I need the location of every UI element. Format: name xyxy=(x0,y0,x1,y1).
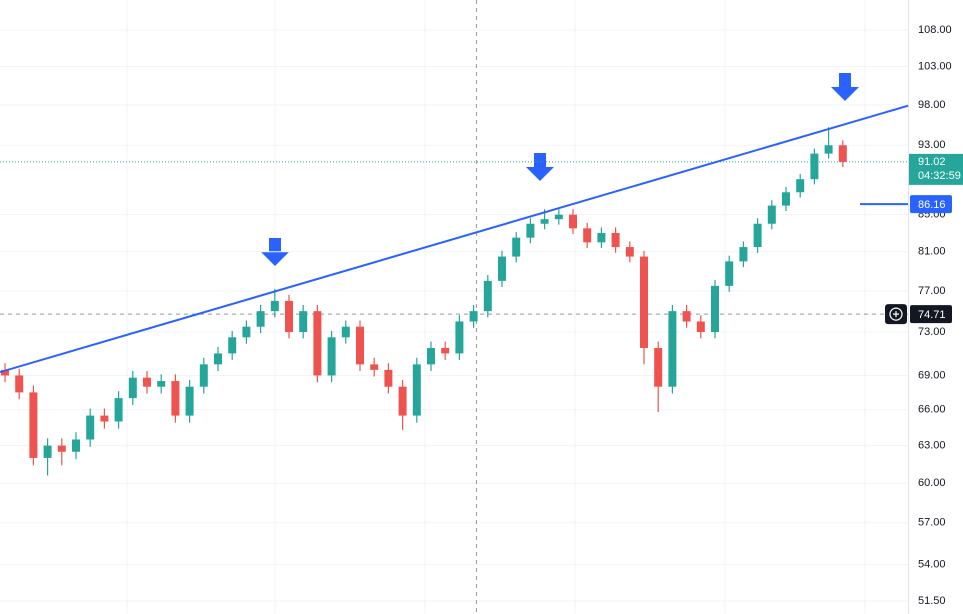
candle-body xyxy=(512,237,521,257)
candle-body xyxy=(725,261,734,286)
candle-body xyxy=(668,311,677,387)
crosshair-plus xyxy=(889,307,903,321)
candle-body xyxy=(640,256,648,349)
y-tick-label: 66.00 xyxy=(918,404,946,416)
candle-body xyxy=(810,153,819,180)
trendline xyxy=(0,104,909,374)
y-tick-label: 51.50 xyxy=(918,595,946,607)
candle-body xyxy=(29,392,38,458)
time-grid xyxy=(126,0,866,614)
countdown-label: 04:32:59 xyxy=(918,170,961,182)
y-tick-label: 57.00 xyxy=(918,517,946,529)
candle-body xyxy=(498,256,506,281)
candle-body xyxy=(540,219,549,224)
y-tick-label: 77.00 xyxy=(918,285,946,297)
candle-body xyxy=(398,386,407,416)
y-tick-label: 98.00 xyxy=(918,99,946,111)
candle-body xyxy=(711,285,719,332)
candle-body xyxy=(299,311,308,332)
candle-body xyxy=(427,348,435,365)
candle-body xyxy=(696,321,705,332)
candle-body xyxy=(356,326,364,365)
candle-body xyxy=(270,300,279,312)
arrows xyxy=(261,73,859,266)
y-tick-label: 73.00 xyxy=(918,326,946,338)
candle-body xyxy=(625,247,634,257)
candle-body xyxy=(767,205,776,224)
candle-body xyxy=(199,364,208,387)
candle-body xyxy=(1,369,9,376)
candle-body xyxy=(242,326,251,338)
y-tick-label: 103.00 xyxy=(918,60,952,72)
candle-body xyxy=(327,337,336,376)
candle-body xyxy=(682,311,691,322)
candle-body xyxy=(838,145,847,162)
candle-body xyxy=(739,247,748,262)
candle-body xyxy=(824,145,833,154)
candle-body xyxy=(782,192,790,206)
candle-body xyxy=(185,386,194,416)
candle-body xyxy=(412,364,421,416)
candle-body xyxy=(569,214,577,229)
crosshair-label: 74.71 xyxy=(918,309,946,321)
y-tick-label: 60.00 xyxy=(918,477,946,489)
candle-body xyxy=(143,377,151,387)
candle-body xyxy=(214,353,222,365)
candle-body xyxy=(455,321,464,354)
candle-body xyxy=(228,337,237,354)
candle-body xyxy=(57,445,66,452)
candle-body xyxy=(583,228,592,243)
candle-body xyxy=(15,375,24,393)
y-tick-label: 81.00 xyxy=(918,246,946,258)
candle-body xyxy=(753,223,762,248)
candle-body xyxy=(171,381,180,416)
alert-label: 86.16 xyxy=(918,199,946,211)
candle-body xyxy=(285,300,293,332)
candle-body xyxy=(654,348,663,387)
candle-body xyxy=(157,381,166,387)
last-price-label: 91.02 xyxy=(918,156,946,168)
candle-body xyxy=(128,377,137,399)
candle-body xyxy=(86,415,95,440)
candle-body xyxy=(341,326,350,338)
last-price-bg xyxy=(909,153,963,185)
candle-body xyxy=(611,232,620,248)
y-tick-label: 93.00 xyxy=(918,139,946,151)
candle-body xyxy=(100,415,109,422)
candle-body xyxy=(114,398,123,422)
candle-body xyxy=(43,445,52,458)
candle-body xyxy=(483,280,492,312)
crosshair-plus-icon xyxy=(893,311,899,318)
candle-body xyxy=(441,348,450,354)
y-tick-label: 108.00 xyxy=(918,24,952,36)
candle-body xyxy=(469,311,478,322)
candle-body xyxy=(384,369,393,387)
candle-body xyxy=(256,311,265,327)
alert-label-bg xyxy=(910,195,952,214)
y-tick-label: 63.00 xyxy=(918,440,946,452)
candle-body xyxy=(796,179,805,193)
candle-body xyxy=(554,214,563,220)
y-tick-label: 54.00 xyxy=(918,558,946,570)
candle-body xyxy=(597,232,606,243)
candle-body xyxy=(526,223,535,238)
candle-body xyxy=(313,311,322,376)
y-tick-label: 69.00 xyxy=(918,369,946,381)
candle-body xyxy=(72,439,80,452)
candle-body xyxy=(370,364,379,370)
crosshair-label-bg xyxy=(910,305,952,324)
